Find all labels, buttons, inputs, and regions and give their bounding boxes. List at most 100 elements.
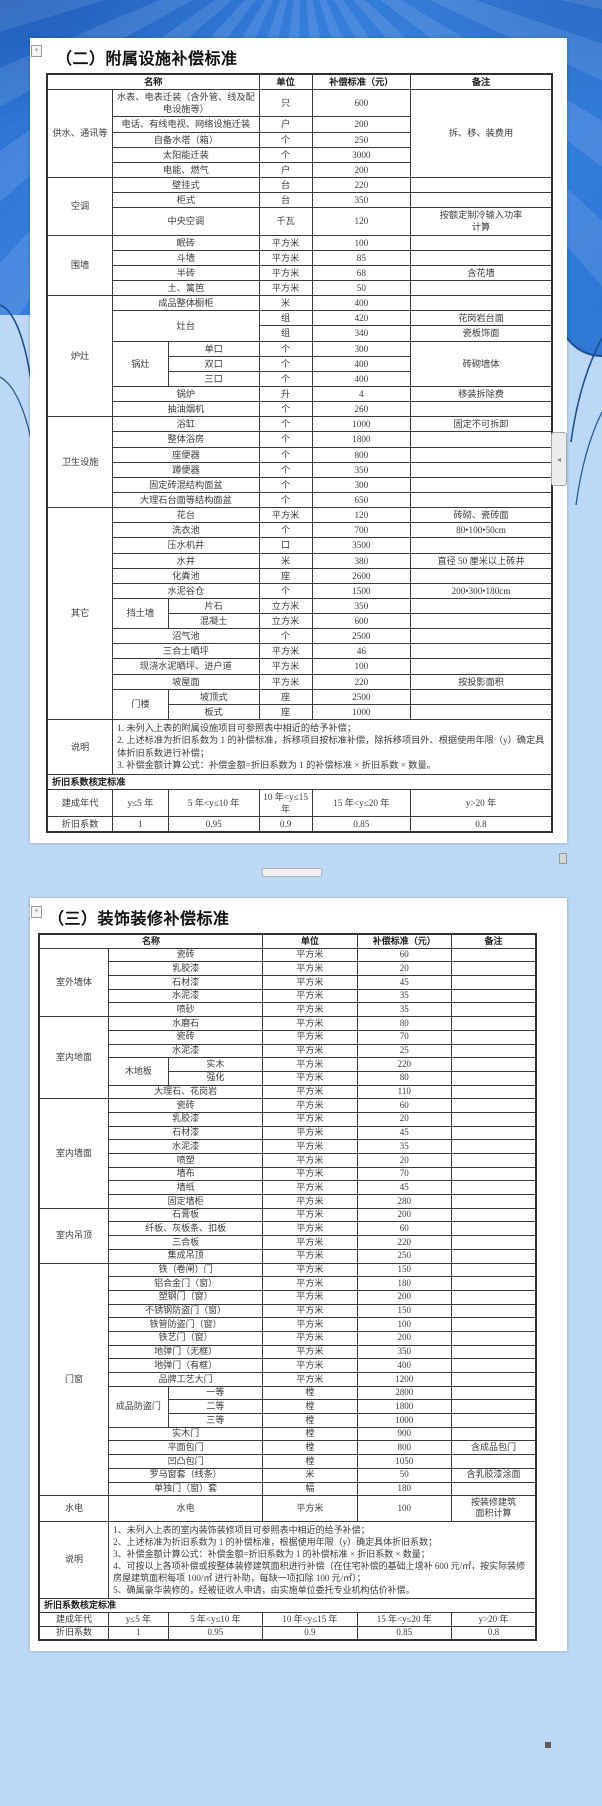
table-cell: 45 [356, 975, 452, 990]
table-cell: 台 [258, 176, 313, 194]
table-cell [410, 476, 553, 493]
table-cell: 平方米 [262, 1166, 358, 1182]
table-cell: 铁（卷闸）门 [108, 1262, 264, 1278]
table-cell: 瓷砖 [108, 947, 264, 963]
table-row: 大理石台面等结构面盆个 650 [47, 491, 553, 509]
header-cell: 备注 [450, 933, 537, 949]
table-cell: 座 [258, 688, 313, 705]
table-cell: 25 [356, 1043, 452, 1059]
table-cell: 大理石台面等结构面盆 [112, 491, 260, 509]
table-cell: 米 [258, 552, 313, 569]
table-cell: 挡土墙 [112, 597, 169, 630]
table-row: 沼气池个 2500 [47, 628, 553, 645]
table-cell: 100 [311, 234, 412, 251]
table-cell: 1800 [356, 1399, 452, 1415]
outline-collapse-icon[interactable]: + [31, 906, 42, 918]
table-cell: 50 [356, 1467, 452, 1483]
table-row: 三口个 400 [47, 370, 552, 387]
table-row: 说明 1、未列入上表的室内装饰装修项目可参照表中相近的给予补偿； 2、上述标准为折… [38, 1520, 537, 1600]
table-cell [450, 1057, 537, 1072]
table-row: 室内墙面 瓷砖 平方米 60 [38, 1098, 537, 1209]
table-cell: 折旧系数核定标准 [46, 773, 553, 790]
table-cell: 900 [356, 1426, 452, 1442]
table-row: 门楼 坡顶式座 2500 [47, 688, 553, 721]
table-cell: 1000 [311, 703, 412, 721]
table-cell: 三等 [167, 1413, 264, 1428]
table-cell: 平方米 [262, 1139, 358, 1154]
table-cell: 0.8 [450, 1625, 537, 1641]
table-cell: 直径 50 厘米以上砖井 [410, 552, 553, 569]
table-row: 地弹门（有框） 平方米 400 [39, 1358, 537, 1373]
table-cell [450, 1276, 537, 1291]
table-cell [450, 947, 537, 963]
table-cell [410, 703, 553, 721]
table-cell [450, 961, 537, 977]
table-cell: 成品整体橱柜 [112, 295, 260, 312]
table-cell: 化粪池 [112, 567, 260, 584]
table-cell: 200 [311, 116, 412, 133]
table-cell: 650 [311, 491, 412, 509]
table-row: 石材漆 平方米 45 [39, 975, 537, 990]
table-cell: 100 [356, 1495, 452, 1522]
table-row: 灶台组 420 花岗岩台面 [47, 310, 553, 342]
table-cell: 1、未列入上表的室内装饰装修项目可参照表中相近的给予补偿； 2、上述标准为折旧系… [108, 1520, 537, 1600]
table-cell: 座 [258, 703, 313, 721]
table-cell: 樘 [262, 1413, 358, 1428]
table-row: 水电 水电 平方米 100 按装修建筑 面积计算 [38, 1495, 537, 1522]
table-cell: 平方米 [258, 673, 313, 690]
horizontal-scrollbar[interactable] [262, 868, 322, 877]
table-cell: 凹凸包门 [108, 1454, 264, 1469]
table-cell: 平方米 [262, 1221, 358, 1237]
table-cell [450, 1084, 537, 1100]
table-cell: 0.85 [311, 816, 412, 833]
table-cell: 坡屋面 [112, 673, 260, 690]
table-cell: 1000 [311, 416, 412, 433]
table-cell: 室内地面 [38, 1016, 110, 1100]
table-cell: 10 年<y≤15 年 [262, 1612, 358, 1627]
table-row: 室内吊顶 石膏板 平方米 200 [38, 1207, 537, 1264]
table-cell: 立方米 [258, 613, 313, 630]
table-cell [450, 1330, 537, 1346]
table-row: 塑钢门（窗） 平方米 200 [39, 1289, 537, 1305]
header-cell: 单位 [262, 933, 358, 949]
table-row: 现浇水泥晒坪、进户道 平方米 100 [47, 658, 553, 675]
outline-collapse-icon[interactable]: + [31, 45, 42, 57]
table-cell: 水表、电表迁装（含外管、线及配电设施等） [112, 89, 260, 118]
table-cell [410, 688, 553, 705]
table-cell: 220 [311, 176, 412, 194]
table-cell: 1800 [311, 431, 412, 448]
table-row: 半砖 平方米 68 含花墙 [47, 264, 553, 281]
table-row: 折旧系数核定标准 [38, 1598, 537, 1614]
table-cell: 卫生设施 [46, 416, 114, 509]
table-cell: 水电 [108, 1495, 264, 1522]
table-cell: 2800 [356, 1385, 452, 1401]
table-cell: 个 [258, 416, 313, 433]
table-row: 围墙 眠砖 平方米 100 [46, 234, 553, 297]
table-cell: 中央空调 [112, 207, 260, 236]
table-cell: 600 [311, 613, 412, 630]
table-row: 卫生设施 浴缸个 1000 固定不可拆卸 [46, 416, 553, 509]
table-cell [410, 613, 553, 630]
table-cell: 石材漆 [108, 975, 264, 990]
table-row: 抽油烟机个 260 [47, 401, 553, 418]
table-cell: 平方米 [262, 1289, 358, 1305]
table-cell: 铁艺门（窗） [108, 1330, 264, 1346]
table-cell [450, 1372, 537, 1387]
scroll-left-button[interactable]: ◂ [551, 432, 567, 486]
table-cell: 建成年代 [46, 788, 114, 818]
table-cell [450, 1262, 537, 1278]
table-cell [410, 176, 553, 194]
table-cell: 5 年<y≤10 年 [167, 788, 260, 818]
header-cell: 单位 [258, 73, 313, 91]
table-row: 名称 单位 补偿标准（元） 备注 [46, 73, 553, 91]
table-row: 整体浴房个 1800 [47, 431, 553, 448]
table-cell: 0.95 [167, 1625, 264, 1641]
table-cell: 80 [356, 1070, 452, 1086]
table-cell: 集成吊顶 [108, 1248, 264, 1264]
table-cell: 平方米 [258, 234, 313, 251]
table-row: 斗墙 平方米 85 [47, 249, 553, 266]
table-cell: 平方米 [258, 507, 313, 524]
table-cell: 400 [356, 1358, 452, 1373]
table-cell: 含花墙 [410, 264, 553, 281]
table-cell: 墙布 [108, 1166, 264, 1182]
